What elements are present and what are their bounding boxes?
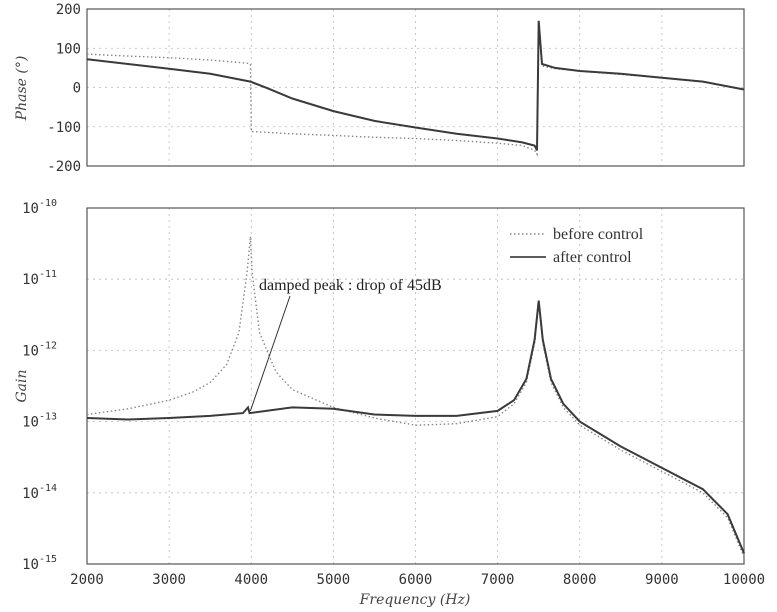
gain-x-ticks: 2000 3000 4000 5000 6000 7000 8000 9000 10000 (70, 572, 765, 588)
phase-y-ticks: 200 100 0 -100 -200 (47, 2, 81, 175)
gain-x-tick-label: 5000 (317, 572, 351, 588)
gain-panel: 10-10 10-11 10-12 10-13 10-14 10-15 2000 3000 4… (14, 198, 765, 608)
gain-y-tick-label: 10-13 (22, 412, 57, 431)
gain-series-after (86, 300, 745, 554)
gain-x-tick-label: 6000 (399, 572, 433, 588)
gain-x-tick-label: 8000 (563, 572, 597, 588)
phase-y-tick-label: -200 (47, 159, 81, 175)
gain-y-tick-label: 10-10 (22, 198, 57, 217)
gain-y-ticks: 10-10 10-11 10-12 10-13 10-14 10-15 (22, 198, 57, 573)
gain-x-tick-label: 9000 (645, 572, 679, 588)
gain-x-tick-label: 7000 (481, 572, 515, 588)
gain-x-tick-label: 3000 (152, 572, 186, 588)
phase-y-tick-label: 0 (73, 81, 81, 97)
gain-x-tick-label: 4000 (234, 572, 268, 588)
gain-y-tick-label: 10-14 (22, 483, 57, 502)
gain-x-tick-label: 10000 (723, 572, 765, 588)
phase-y-tick-label: 100 (56, 41, 81, 57)
gain-y-tick-label: 10-15 (22, 554, 57, 573)
phase-y-tick-label: -100 (47, 120, 81, 136)
gain-y-axis-label: Gain (14, 369, 30, 402)
phase-panel: 200 100 0 -100 -200 Phase (°) (14, 2, 745, 175)
gain-y-tick-label: 10-11 (22, 269, 57, 288)
phase-grid (87, 9, 744, 166)
phase-series (86, 20, 745, 157)
gain-y-tick-label: 10-12 (22, 340, 57, 359)
phase-y-tick-label: 200 (56, 2, 81, 18)
gain-x-tick-label: 2000 (70, 572, 104, 588)
gain-series-before (86, 236, 745, 558)
gain-plot-frame (86, 207, 745, 565)
legend: before control after control (510, 226, 644, 266)
gain-grid (87, 208, 744, 564)
phase-y-axis-label: Phase (°) (14, 56, 30, 122)
gain-series (86, 236, 745, 558)
x-axis-label: Frequency (Hz) (359, 592, 471, 608)
legend-label-before: before control (553, 226, 644, 243)
legend-label-after: after control (553, 249, 632, 266)
phase-series-after (86, 20, 745, 151)
annotation: damped peak : drop of 45dB (249, 277, 442, 412)
phase-plot-frame (86, 8, 745, 167)
annotation-arrow (249, 295, 291, 412)
annotation-text: damped peak : drop of 45dB (259, 277, 442, 294)
